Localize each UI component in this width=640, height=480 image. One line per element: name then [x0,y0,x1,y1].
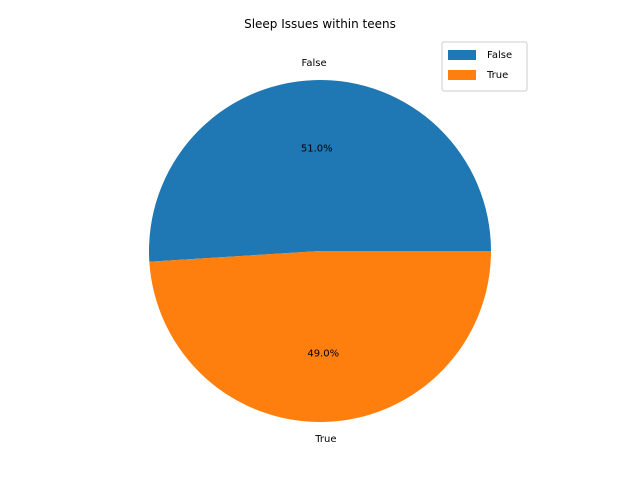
legend-swatch-true [448,70,476,80]
slice-label-false: False [302,58,327,69]
pie-slice-true [149,251,491,422]
percent-label-true: 49.0% [307,349,339,360]
slice-label-true: True [314,434,336,445]
legend-entries: False True [448,50,512,81]
legend-label-true: True [486,70,508,81]
legend: False True [441,41,528,92]
chart-title: Sleep Issues within teens [244,17,396,31]
labels-layer: False 51.0% True 49.0% [301,58,339,445]
legend-swatch-false [448,50,476,60]
legend-frame [441,41,528,92]
slices-layer [149,79,491,422]
pie-slice-false [149,79,491,262]
legend-label-false: False [487,50,512,61]
percent-label-false: 51.0% [301,143,333,154]
